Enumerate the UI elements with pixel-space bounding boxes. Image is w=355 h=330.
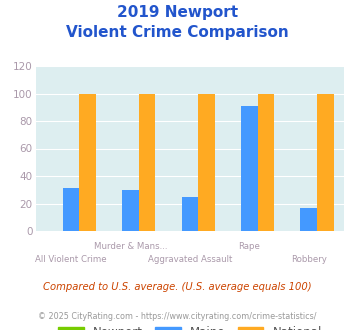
Bar <box>182 197 198 231</box>
Bar <box>198 93 215 231</box>
Text: 2019 Newport: 2019 Newport <box>117 5 238 20</box>
Bar <box>317 93 334 231</box>
Text: Murder & Mans...: Murder & Mans... <box>94 242 167 251</box>
Text: © 2025 CityRating.com - https://www.cityrating.com/crime-statistics/: © 2025 CityRating.com - https://www.city… <box>38 312 317 321</box>
Text: All Violent Crime: All Violent Crime <box>36 255 107 264</box>
Bar <box>80 93 96 231</box>
Text: Compared to U.S. average. (U.S. average equals 100): Compared to U.S. average. (U.S. average … <box>43 282 312 292</box>
Text: Violent Crime Comparison: Violent Crime Comparison <box>66 25 289 40</box>
Text: Rape: Rape <box>238 242 260 251</box>
Bar <box>63 188 80 231</box>
Text: Robbery: Robbery <box>291 255 327 264</box>
Bar <box>122 190 139 231</box>
Legend: Newport, Maine, National: Newport, Maine, National <box>54 323 326 330</box>
Bar <box>258 93 274 231</box>
Text: Aggravated Assault: Aggravated Assault <box>148 255 232 264</box>
Bar <box>139 93 155 231</box>
Bar <box>241 106 258 231</box>
Bar <box>300 208 317 231</box>
